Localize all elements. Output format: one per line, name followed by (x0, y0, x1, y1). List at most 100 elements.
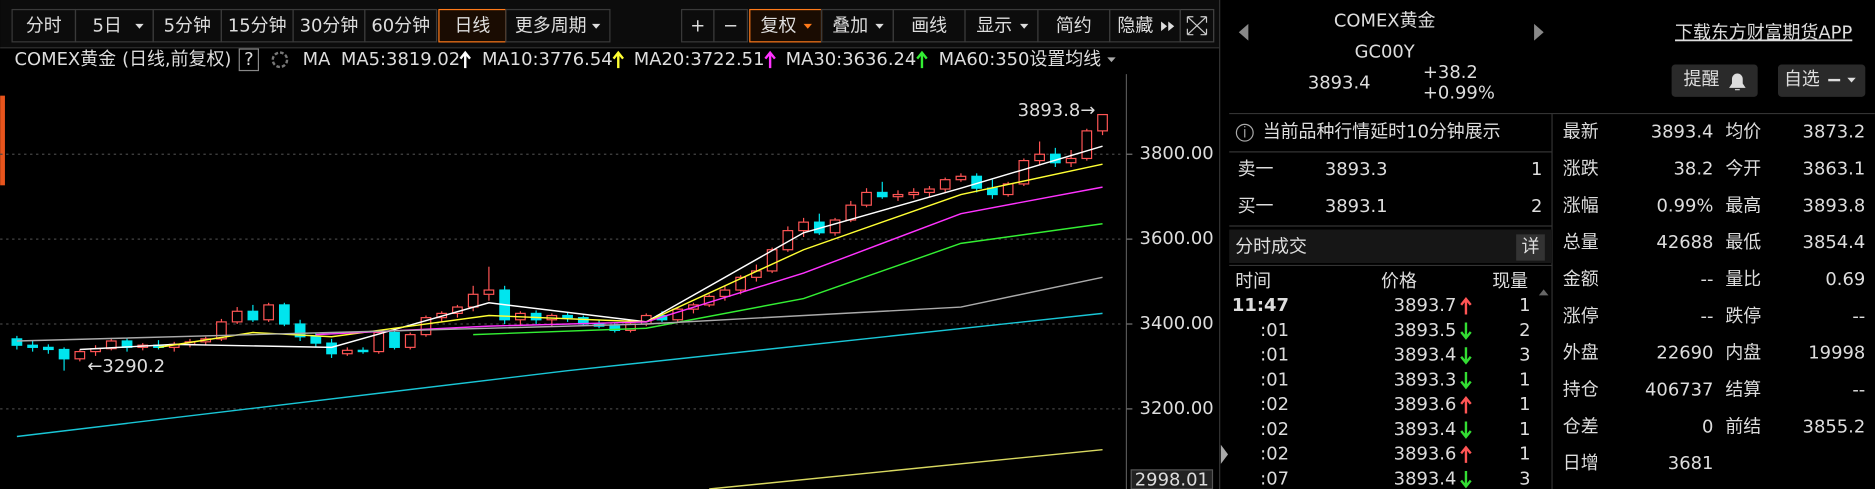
stat-label: 涨幅 (1563, 195, 1599, 216)
candle-body (231, 310, 243, 323)
candle-body (1097, 113, 1108, 132)
candle-body (483, 289, 495, 295)
y-tick-label: 3800.00 (1140, 143, 1214, 164)
stat-value: -- (1701, 306, 1714, 327)
settings-icon[interactable] (271, 51, 289, 69)
chart-subtitle: (日线,前复权) (122, 49, 231, 70)
toolbar-button[interactable] (713, 8, 748, 43)
watch-button[interactable] (1778, 64, 1866, 97)
stat-value: -- (1852, 306, 1865, 327)
toolbar-label: 显示 (976, 15, 1012, 36)
plot-area (11, 113, 1108, 489)
up-arrow (1460, 296, 1472, 315)
stat-label: 总量 (1563, 232, 1599, 253)
collapse-handle[interactable] (1220, 444, 1229, 464)
candle-body (278, 304, 290, 325)
up-arrow (916, 50, 928, 69)
up-arrow (612, 50, 624, 69)
trade-qty: 1 (1519, 369, 1530, 390)
download-link[interactable]: 下载东方财富期货APP (1675, 22, 1852, 43)
dropdown-icon (135, 23, 144, 29)
dropdown-icon (875, 23, 884, 29)
trade-price: 3893.5 (1394, 320, 1457, 341)
candle-body (892, 193, 904, 198)
legend-entry: MA30:3636.24 (786, 49, 917, 70)
axis-bottom-box (1130, 469, 1214, 489)
dropdown-icon (1019, 23, 1029, 29)
stat-label: 持仓 (1563, 379, 1599, 400)
stat-label: 金额 (1563, 269, 1599, 290)
trade-time: :02 (1260, 394, 1289, 415)
detail-button[interactable] (1516, 234, 1545, 261)
dropdown-icon (1107, 57, 1116, 63)
toolbar-label: 日线 (454, 15, 490, 36)
trade-time: :01 (1260, 369, 1289, 390)
stat-value: 3681 (1668, 453, 1714, 474)
candle-body (861, 191, 872, 206)
ma-line (16, 312, 1103, 438)
ma-line (16, 276, 1103, 342)
toolbar-label: 60分钟 (371, 15, 430, 36)
low-annotation: ←3290.2 (87, 356, 165, 377)
book-price: 3893.1 (1325, 196, 1388, 217)
down-arrow (1460, 371, 1472, 390)
down-arrow (1460, 421, 1472, 439)
ma-label: MA (303, 49, 331, 70)
toolbar-button[interactable] (1109, 8, 1181, 43)
trade-price: 3893.4 (1394, 345, 1457, 366)
prev-arrow[interactable] (1238, 23, 1249, 41)
up-arrow (459, 50, 471, 69)
ma-line (315, 186, 1103, 336)
remind-button[interactable] (1671, 64, 1758, 97)
candle-body (924, 188, 935, 194)
next-arrow[interactable] (1534, 23, 1544, 41)
toolbar-label: 简约 (1056, 15, 1092, 36)
remind-label: 提醒 (1684, 69, 1720, 90)
candle-body (798, 221, 809, 232)
y-tick-label: 3600.00 (1140, 228, 1214, 249)
ma-line (79, 145, 1103, 351)
toolbar-label: 隐藏 (1117, 15, 1153, 36)
candle-body (908, 191, 920, 196)
price-change-pct: +0.99% (1423, 82, 1495, 103)
stat-value: 3893.4 (1651, 122, 1714, 143)
toolbar-label: 5分钟 (164, 15, 211, 36)
trades-header-bg (1229, 229, 1553, 264)
expand-icon (1186, 16, 1208, 36)
trade-time: :02 (1260, 444, 1289, 465)
toolbar-button[interactable] (438, 8, 507, 43)
trade-price: 3893.4 (1394, 468, 1457, 489)
stat-label: 最高 (1725, 195, 1761, 216)
delay-notice: 当前品种行情延时10分钟展示 (1263, 122, 1501, 143)
book-label: 买一 (1238, 196, 1274, 217)
last-price: 3893.4 (1308, 73, 1371, 94)
price-change: +38.2 (1423, 62, 1478, 83)
dropdown-icon (803, 23, 812, 29)
stat-value: 406737 (1645, 379, 1713, 400)
edge-marker (0, 95, 5, 186)
candle-body (341, 349, 353, 355)
trade-qty: 3 (1519, 468, 1530, 489)
stat-label: 最低 (1725, 232, 1761, 253)
toolbar-label: 叠加 (832, 15, 868, 36)
stat-label: 日增 (1563, 453, 1599, 474)
candle-body (1034, 153, 1045, 162)
stat-value: 19998 (1808, 343, 1865, 364)
scroll-up[interactable] (1538, 289, 1549, 296)
candle-body (357, 349, 369, 353)
candle-body (294, 323, 306, 338)
toolbar-button[interactable] (505, 8, 611, 43)
toolbar-button[interactable] (364, 8, 438, 43)
stat-label: 前结 (1725, 416, 1761, 437)
toolbar-label: 更多周期 (515, 15, 587, 36)
help-box[interactable] (238, 48, 259, 72)
ma-line (709, 448, 1103, 489)
candle-body (11, 338, 23, 346)
instrument-code: GC00Y (1355, 42, 1415, 63)
stat-label: 涨停 (1563, 306, 1599, 327)
stat-value: 0.99% (1657, 195, 1714, 216)
trade-qty: 2 (1519, 320, 1530, 341)
candle-body (58, 348, 70, 360)
chart-title: COMEX黄金 (14, 49, 116, 70)
